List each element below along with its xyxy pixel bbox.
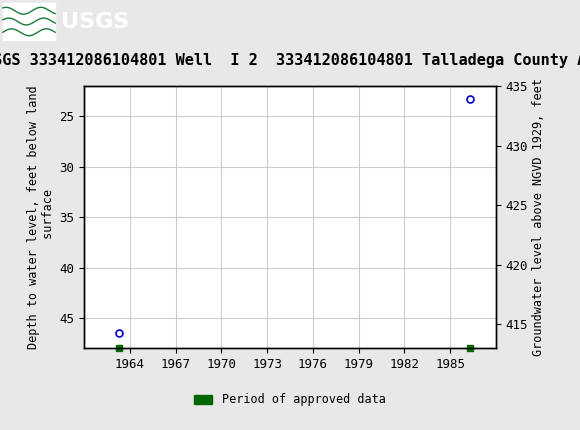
Text: USGS: USGS <box>61 12 129 31</box>
FancyBboxPatch shape <box>3 3 55 40</box>
Y-axis label: Depth to water level, feet below land
 surface: Depth to water level, feet below land su… <box>27 85 55 349</box>
Text: USGS 333412086104801 Well  I 2  333412086104801 Talladega County Al: USGS 333412086104801 Well I 2 3334120861… <box>0 53 580 68</box>
Legend: Period of approved data: Period of approved data <box>190 389 390 411</box>
Y-axis label: Groundwater level above NGVD 1929, feet: Groundwater level above NGVD 1929, feet <box>532 78 545 356</box>
